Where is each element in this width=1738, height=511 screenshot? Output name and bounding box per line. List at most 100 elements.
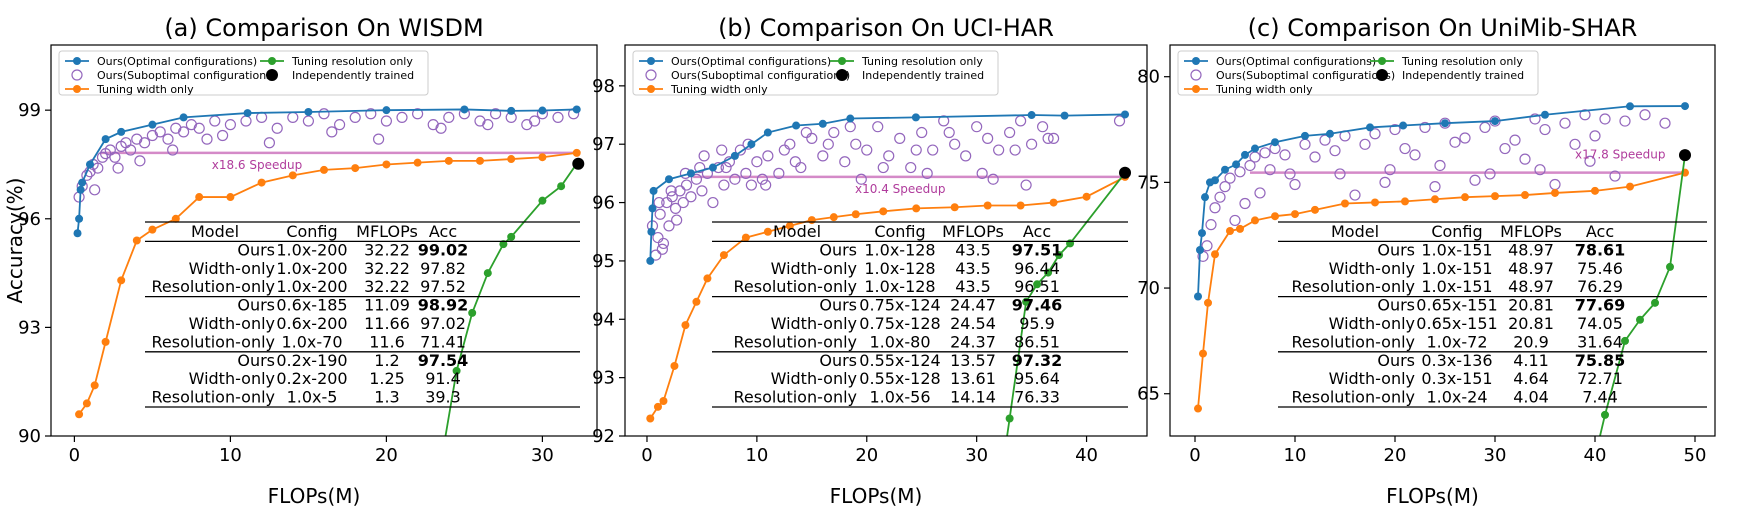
ours-point xyxy=(243,109,252,118)
ours-point xyxy=(572,105,581,114)
suboptimal-point xyxy=(844,121,856,133)
legend-frame xyxy=(1177,50,1539,96)
table-cell: Ours xyxy=(819,240,857,259)
table-cell: 4.11 xyxy=(1513,351,1549,370)
width-only-point xyxy=(538,153,547,162)
suboptimal-point xyxy=(185,119,197,131)
table-cell: 1.0x-80 xyxy=(869,332,930,351)
suboptimal-point xyxy=(971,121,983,133)
suboptimal-point xyxy=(287,111,299,124)
suboptimal-point xyxy=(1020,179,1032,191)
legend-label: Independently trained xyxy=(292,69,414,82)
width-only-point xyxy=(829,213,838,222)
resolution-only-point xyxy=(995,490,1003,498)
table-cell: 0.75x-128 xyxy=(859,314,940,333)
width-only-point xyxy=(741,233,750,242)
width-only-point xyxy=(1236,224,1244,233)
suboptimal-point xyxy=(1205,219,1217,231)
table-cell: 99.02 xyxy=(418,240,469,259)
suboptimal-point xyxy=(302,115,314,127)
suboptimal-point xyxy=(729,173,741,185)
suboptimal-point xyxy=(412,108,424,120)
table-cell: 1.2 xyxy=(374,351,399,370)
suboptimal-point xyxy=(910,144,922,156)
table-cell: 1.0x-128 xyxy=(864,277,935,296)
suboptimal-point xyxy=(552,111,564,124)
suboptimal-point xyxy=(1449,136,1461,148)
suboptimal-point xyxy=(1639,109,1651,121)
plot-area xyxy=(1194,102,1691,436)
suboptimal-point xyxy=(698,150,710,162)
table-cell: 1.0x-200 xyxy=(276,240,347,259)
table-cell: 97.46 xyxy=(1012,296,1063,315)
table-cell: 95.64 xyxy=(1014,369,1060,388)
table-cell: Ours xyxy=(819,351,857,370)
suboptimal-point xyxy=(1319,134,1331,146)
chart-panel-2: (b) Comparison On UCI-HAR 0 10 20 30 40 92 93 94… xyxy=(592,14,1148,508)
ours-point xyxy=(382,106,391,115)
table-header: Acc xyxy=(429,222,457,241)
table-cell: Width-only xyxy=(771,369,857,388)
width-only-point xyxy=(226,193,235,202)
width-only-point xyxy=(646,414,655,423)
ours-point xyxy=(304,107,313,116)
x-tick-label: 30 xyxy=(965,445,988,466)
resolution-only-point xyxy=(1022,297,1031,306)
table-cell: 1.0x-72 xyxy=(1426,332,1487,351)
table-cell: 0.2x-200 xyxy=(276,369,347,388)
legend-label: Tuning width only xyxy=(96,83,194,96)
table-cell: 76.29 xyxy=(1577,277,1623,296)
table-cell: Resolution-only xyxy=(1291,388,1415,407)
table-cell: 95.9 xyxy=(1019,314,1055,333)
legend-label: Ours(Suboptimal configurations) xyxy=(671,69,850,82)
width-only-line xyxy=(649,176,1126,419)
results-table: Model Config MFLOPs Acc Ours 1.0x-151 48.97 78.… xyxy=(1278,221,1707,408)
y-tick-label: 94 xyxy=(592,309,615,330)
suboptimal-point xyxy=(690,173,703,185)
table-cell: 1.0x-24 xyxy=(1426,388,1487,407)
suboptimal-point xyxy=(740,167,752,179)
width-only-point xyxy=(653,402,662,411)
suboptimal-point xyxy=(665,185,677,197)
ours-point xyxy=(1027,111,1036,120)
x-tick-label: 30 xyxy=(531,445,554,466)
width-only-point xyxy=(1291,210,1299,219)
y-axis-label: Accuracy(%) xyxy=(3,178,27,304)
width-only-point xyxy=(1204,298,1212,307)
suboptimal-point xyxy=(92,162,104,174)
ours-point xyxy=(647,227,656,236)
x-axis-label: FLOPs(M) xyxy=(268,484,361,507)
table-cell: 1.0x-5 xyxy=(287,388,338,407)
width-only-point xyxy=(1049,198,1058,207)
ours-point xyxy=(101,135,110,144)
ours-point xyxy=(507,106,516,115)
table-cell: Ours xyxy=(237,351,275,370)
ours-point xyxy=(1221,165,1229,174)
suboptimal-point xyxy=(685,191,697,203)
suboptimal-point xyxy=(718,179,730,191)
table-cell: 0.55x-124 xyxy=(859,351,940,370)
width-only-point xyxy=(171,214,180,223)
legend-frame xyxy=(58,50,429,96)
width-only-point xyxy=(413,158,422,167)
legend: Ours(Optimal configurations)Ours(Subopti… xyxy=(1177,50,1539,96)
suboptimal-point xyxy=(1584,155,1596,167)
suboptimal-point xyxy=(263,137,275,149)
resolution-only-point xyxy=(507,232,516,241)
suboptimal-point xyxy=(1015,115,1027,127)
legend-label: Ours(Optimal configurations) xyxy=(671,55,831,68)
width-only-point xyxy=(1431,195,1439,204)
ours-point xyxy=(818,119,827,128)
suboptimal-point xyxy=(760,179,772,191)
table-cell: 14.14 xyxy=(950,388,996,407)
suboptimal-point xyxy=(1229,214,1241,227)
independent-point xyxy=(1679,149,1691,162)
width-only-point xyxy=(983,201,992,210)
suboptimal-point xyxy=(773,167,785,179)
legend-label: Tuning resolution only xyxy=(1401,55,1523,68)
legend-swatch-dot xyxy=(268,57,276,65)
suboptimal-point xyxy=(96,151,109,163)
x-tick-label: 10 xyxy=(745,445,768,466)
legend-label: Tuning width only xyxy=(1215,83,1313,96)
suboptimal-point xyxy=(1429,181,1441,193)
